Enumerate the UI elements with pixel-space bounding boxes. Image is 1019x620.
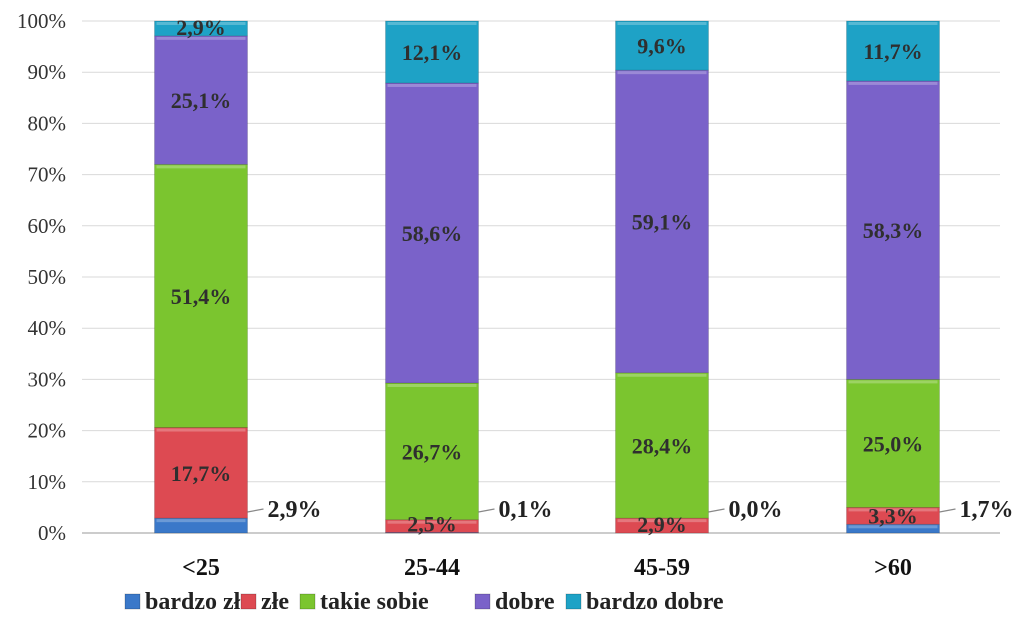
data-label: 58,3% xyxy=(863,218,924,243)
bar-segment xyxy=(154,427,248,519)
leader-line xyxy=(247,508,264,513)
bar-segment-highlight xyxy=(156,519,246,523)
data-label: 26,7% xyxy=(402,439,463,464)
bar-segment-highlight xyxy=(617,373,707,377)
y-tick-label: 0% xyxy=(38,521,66,545)
y-tick-label: 70% xyxy=(28,163,67,187)
data-label: 2,5% xyxy=(407,511,457,536)
data-label: 58,6% xyxy=(402,221,463,246)
leader-line xyxy=(939,508,956,513)
data-label: 2,9% xyxy=(637,512,687,537)
bar-segment-highlight xyxy=(156,165,246,169)
bar-segment xyxy=(846,20,940,82)
bars xyxy=(154,20,940,534)
y-tick-label: 30% xyxy=(28,367,67,391)
bar-segment-highlight xyxy=(387,520,477,524)
data-label: 59,1% xyxy=(632,209,693,234)
legend: bardzo złe złe takie sobie dobre bardzo dobr… xyxy=(124,589,724,615)
data-labels: 2,9% 17,7% 51,4% 25,1% 2,9% 0,1% 2,5% 26,7% 58,6… xyxy=(171,15,1014,537)
legend-label: takie sobie xyxy=(320,589,429,615)
x-axis-ticks: <25 25-44 45-59 >60 xyxy=(182,555,912,581)
bar-segment-highlight xyxy=(848,525,938,529)
legend-swatch xyxy=(299,593,316,610)
legend-label: dobre xyxy=(495,589,555,615)
legend-label: bardzo dobre xyxy=(586,589,724,615)
bar-segment-highlight xyxy=(156,428,246,432)
bar-segment-highlight xyxy=(848,380,938,384)
legend-label: złe xyxy=(261,589,289,615)
y-tick-label: 50% xyxy=(28,265,67,289)
y-tick-label: 20% xyxy=(28,419,67,443)
bar-segment xyxy=(154,163,248,428)
y-tick-label: 10% xyxy=(28,470,67,494)
bar-segment-highlight xyxy=(848,508,938,512)
bar-segment-highlight xyxy=(617,519,707,523)
y-tick-label: 80% xyxy=(28,111,67,135)
x-tick-label: <25 xyxy=(182,555,220,581)
y-tick-label: 40% xyxy=(28,316,67,340)
bar-segment xyxy=(846,378,940,508)
data-label: 51,4% xyxy=(171,284,232,309)
bar-segment xyxy=(615,372,709,519)
data-label: 28,4% xyxy=(632,433,693,458)
legend-swatch xyxy=(240,593,257,610)
data-label: 12,1% xyxy=(402,40,463,65)
bar-segment-highlight xyxy=(617,22,707,25)
y-tick-label: 90% xyxy=(28,60,67,84)
bar-segment-highlight xyxy=(387,22,477,25)
data-label: 25,1% xyxy=(171,88,232,113)
data-label: 17,7% xyxy=(171,461,232,486)
bar-segment xyxy=(154,20,248,37)
legend-label: bardzo złe xyxy=(145,589,251,615)
leader-line xyxy=(708,508,725,513)
x-tick-label: >60 xyxy=(874,555,912,581)
bar-segment xyxy=(154,35,248,165)
y-tick-label: 100% xyxy=(17,9,66,33)
x-tick-label: 25-44 xyxy=(404,555,460,581)
bar-segment xyxy=(385,82,479,384)
data-label: 25,0% xyxy=(863,431,924,456)
bar-segment xyxy=(385,20,479,84)
bar-segment-highlight xyxy=(617,71,707,75)
bar-segment xyxy=(846,80,940,380)
data-label: 2,9% xyxy=(268,497,322,523)
y-tick-label: 60% xyxy=(28,214,67,238)
bar-segment-highlight xyxy=(387,383,477,387)
legend-swatch xyxy=(565,593,582,610)
data-label: 11,7% xyxy=(863,39,922,64)
leader-line xyxy=(478,508,495,513)
data-label: 1,7% xyxy=(960,497,1014,523)
bar-segment xyxy=(615,20,709,71)
data-label: 2,9% xyxy=(176,15,226,40)
bar-segment-highlight xyxy=(156,36,246,40)
bar-segment xyxy=(385,382,479,521)
x-tick-label: 45-59 xyxy=(634,555,690,581)
bar-segment-highlight xyxy=(848,81,938,85)
bar-segment-highlight xyxy=(156,22,246,25)
data-label: 3,3% xyxy=(868,503,918,528)
y-axis-ticks: 0% 10% 20% 30% 40% 50% 60% 70% 80% 90% 100% xyxy=(17,9,66,545)
legend-swatch xyxy=(124,593,141,610)
bar-segment xyxy=(615,69,709,374)
data-label: 0,0% xyxy=(729,497,783,523)
legend-swatch xyxy=(474,593,491,610)
data-label: 0,1% xyxy=(499,497,553,523)
data-label: 9,6% xyxy=(637,34,687,59)
bar-segment-highlight xyxy=(848,22,938,25)
bar-segment-highlight xyxy=(387,83,477,87)
